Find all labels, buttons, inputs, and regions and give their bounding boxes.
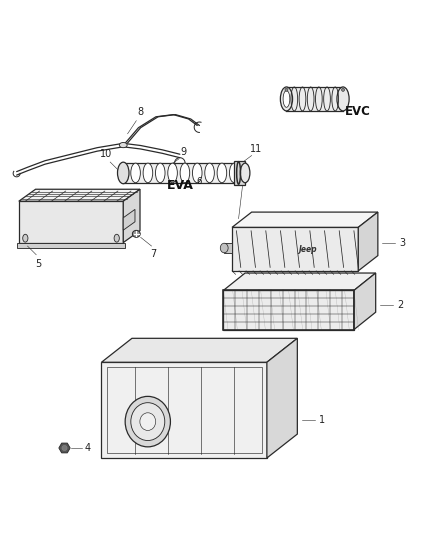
Polygon shape bbox=[102, 362, 267, 458]
Ellipse shape bbox=[180, 163, 190, 183]
Polygon shape bbox=[59, 443, 70, 453]
Text: 9: 9 bbox=[180, 147, 186, 157]
Polygon shape bbox=[224, 243, 232, 254]
Ellipse shape bbox=[117, 162, 129, 184]
Polygon shape bbox=[123, 209, 135, 230]
Ellipse shape bbox=[132, 230, 140, 237]
Ellipse shape bbox=[168, 163, 177, 183]
Polygon shape bbox=[232, 228, 358, 271]
Ellipse shape bbox=[220, 243, 228, 253]
Text: EVC: EVC bbox=[345, 106, 371, 118]
Ellipse shape bbox=[285, 88, 288, 91]
Text: 2: 2 bbox=[397, 300, 404, 310]
Ellipse shape bbox=[114, 235, 119, 242]
Polygon shape bbox=[102, 338, 297, 362]
Ellipse shape bbox=[125, 397, 170, 447]
Polygon shape bbox=[267, 338, 297, 458]
Polygon shape bbox=[354, 273, 376, 329]
Polygon shape bbox=[358, 212, 378, 271]
Ellipse shape bbox=[240, 163, 250, 183]
Polygon shape bbox=[17, 243, 125, 248]
Text: 4: 4 bbox=[85, 443, 91, 453]
Text: 6: 6 bbox=[197, 177, 202, 186]
Text: 8: 8 bbox=[138, 107, 144, 117]
Text: 3: 3 bbox=[399, 238, 406, 247]
Polygon shape bbox=[223, 290, 354, 329]
Ellipse shape bbox=[62, 446, 67, 450]
Polygon shape bbox=[123, 163, 234, 183]
Ellipse shape bbox=[230, 163, 239, 183]
Ellipse shape bbox=[131, 163, 140, 183]
Polygon shape bbox=[223, 273, 376, 290]
Polygon shape bbox=[286, 87, 343, 111]
Ellipse shape bbox=[119, 142, 127, 148]
Ellipse shape bbox=[155, 163, 165, 183]
Text: 11: 11 bbox=[250, 144, 262, 154]
Text: EVA: EVA bbox=[166, 180, 193, 192]
Ellipse shape bbox=[337, 87, 349, 111]
Text: Jeep: Jeep bbox=[298, 245, 317, 254]
Ellipse shape bbox=[342, 88, 345, 91]
Polygon shape bbox=[234, 161, 245, 184]
Ellipse shape bbox=[143, 163, 153, 183]
Ellipse shape bbox=[118, 163, 128, 183]
Ellipse shape bbox=[23, 235, 28, 242]
Ellipse shape bbox=[283, 91, 290, 107]
Ellipse shape bbox=[280, 87, 293, 111]
Ellipse shape bbox=[205, 163, 214, 183]
Ellipse shape bbox=[217, 163, 227, 183]
Ellipse shape bbox=[131, 402, 165, 441]
Polygon shape bbox=[19, 201, 123, 243]
Text: 10: 10 bbox=[100, 149, 112, 159]
Polygon shape bbox=[19, 189, 140, 201]
Polygon shape bbox=[123, 189, 140, 243]
Text: 7: 7 bbox=[151, 249, 157, 259]
Text: 1: 1 bbox=[319, 415, 325, 425]
Text: 5: 5 bbox=[35, 259, 42, 269]
Polygon shape bbox=[232, 212, 378, 228]
Ellipse shape bbox=[192, 163, 202, 183]
Ellipse shape bbox=[140, 413, 156, 431]
